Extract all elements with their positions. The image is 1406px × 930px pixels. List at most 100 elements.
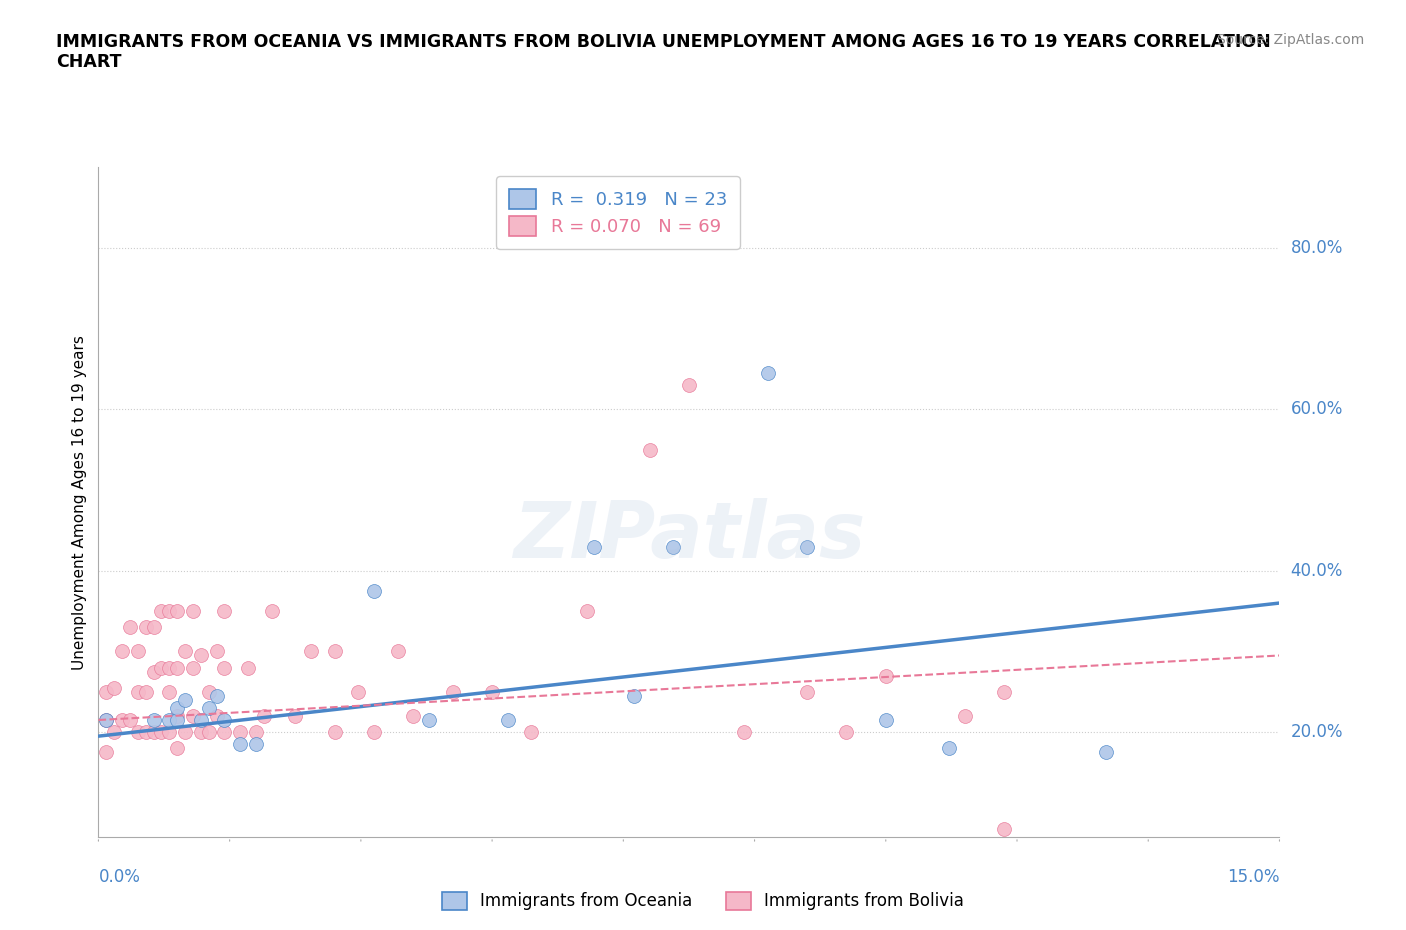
Point xyxy=(229,724,252,739)
Point xyxy=(205,688,228,703)
Y-axis label: Unemployment Among Ages 16 to 19 years: Unemployment Among Ages 16 to 19 years xyxy=(72,335,87,670)
Point xyxy=(520,724,543,739)
Point xyxy=(875,669,897,684)
Point xyxy=(245,737,267,751)
Point xyxy=(205,644,228,658)
Point xyxy=(441,684,464,699)
Point xyxy=(236,660,259,675)
Point xyxy=(127,724,149,739)
Text: 60.0%: 60.0% xyxy=(1291,401,1343,418)
Point xyxy=(166,660,188,675)
Point xyxy=(496,712,519,727)
Text: 80.0%: 80.0% xyxy=(1291,239,1343,257)
Point xyxy=(174,644,197,658)
Point xyxy=(796,539,818,554)
Point xyxy=(214,712,236,727)
Point xyxy=(150,660,173,675)
Point xyxy=(875,712,897,727)
Point xyxy=(157,660,180,675)
Point xyxy=(623,688,645,703)
Point xyxy=(111,644,134,658)
Point xyxy=(583,539,606,554)
Point xyxy=(142,664,165,679)
Point xyxy=(387,644,409,658)
Point xyxy=(190,712,212,727)
Legend: R =  0.319   N = 23, R = 0.070   N = 69: R = 0.319 N = 23, R = 0.070 N = 69 xyxy=(496,177,740,248)
Point xyxy=(214,724,236,739)
Point xyxy=(181,660,204,675)
Point xyxy=(733,724,755,739)
Point xyxy=(181,709,204,724)
Point xyxy=(662,539,685,554)
Point xyxy=(796,684,818,699)
Text: 20.0%: 20.0% xyxy=(1291,724,1343,741)
Point xyxy=(299,644,322,658)
Point xyxy=(103,724,125,739)
Point xyxy=(638,443,661,458)
Point xyxy=(96,712,118,727)
Point xyxy=(678,378,700,392)
Point xyxy=(245,724,267,739)
Point xyxy=(166,604,188,618)
Point xyxy=(142,619,165,634)
Point xyxy=(142,712,165,727)
Point xyxy=(150,604,173,618)
Point xyxy=(111,712,134,727)
Point xyxy=(96,745,118,760)
Point xyxy=(363,583,385,598)
Point xyxy=(953,709,976,724)
Point xyxy=(418,712,440,727)
Point xyxy=(103,681,125,696)
Text: 0.0%: 0.0% xyxy=(98,868,141,885)
Point xyxy=(118,712,141,727)
Point xyxy=(190,724,212,739)
Text: 40.0%: 40.0% xyxy=(1291,562,1343,579)
Point xyxy=(323,724,346,739)
Point xyxy=(118,619,141,634)
Point xyxy=(197,724,219,739)
Point xyxy=(197,700,219,715)
Text: Source: ZipAtlas.com: Source: ZipAtlas.com xyxy=(1216,33,1364,46)
Point xyxy=(938,741,960,756)
Point xyxy=(756,365,779,380)
Point xyxy=(190,648,212,663)
Point xyxy=(260,604,283,618)
Point xyxy=(127,684,149,699)
Point xyxy=(174,724,197,739)
Point xyxy=(481,684,503,699)
Point xyxy=(284,709,307,724)
Legend: Immigrants from Oceania, Immigrants from Bolivia: Immigrants from Oceania, Immigrants from… xyxy=(436,885,970,917)
Point xyxy=(993,821,1015,836)
Text: ZIPatlas: ZIPatlas xyxy=(513,498,865,574)
Point xyxy=(166,709,188,724)
Point xyxy=(142,724,165,739)
Point xyxy=(96,684,118,699)
Point xyxy=(214,660,236,675)
Point xyxy=(157,712,180,727)
Text: 15.0%: 15.0% xyxy=(1227,868,1279,885)
Point xyxy=(402,709,425,724)
Point xyxy=(181,604,204,618)
Point xyxy=(347,684,370,699)
Point xyxy=(253,709,276,724)
Point xyxy=(150,724,173,739)
Point xyxy=(197,684,219,699)
Point xyxy=(96,712,118,727)
Point xyxy=(323,644,346,658)
Point xyxy=(229,737,252,751)
Point xyxy=(575,604,598,618)
Point xyxy=(835,724,858,739)
Point xyxy=(135,684,157,699)
Point xyxy=(166,712,188,727)
Point xyxy=(135,619,157,634)
Point xyxy=(205,709,228,724)
Point xyxy=(157,684,180,699)
Point xyxy=(127,644,149,658)
Point xyxy=(135,724,157,739)
Point xyxy=(166,700,188,715)
Point xyxy=(1095,745,1118,760)
Point xyxy=(214,604,236,618)
Point xyxy=(993,684,1015,699)
Text: IMMIGRANTS FROM OCEANIA VS IMMIGRANTS FROM BOLIVIA UNEMPLOYMENT AMONG AGES 16 TO: IMMIGRANTS FROM OCEANIA VS IMMIGRANTS FR… xyxy=(56,33,1271,72)
Point xyxy=(363,724,385,739)
